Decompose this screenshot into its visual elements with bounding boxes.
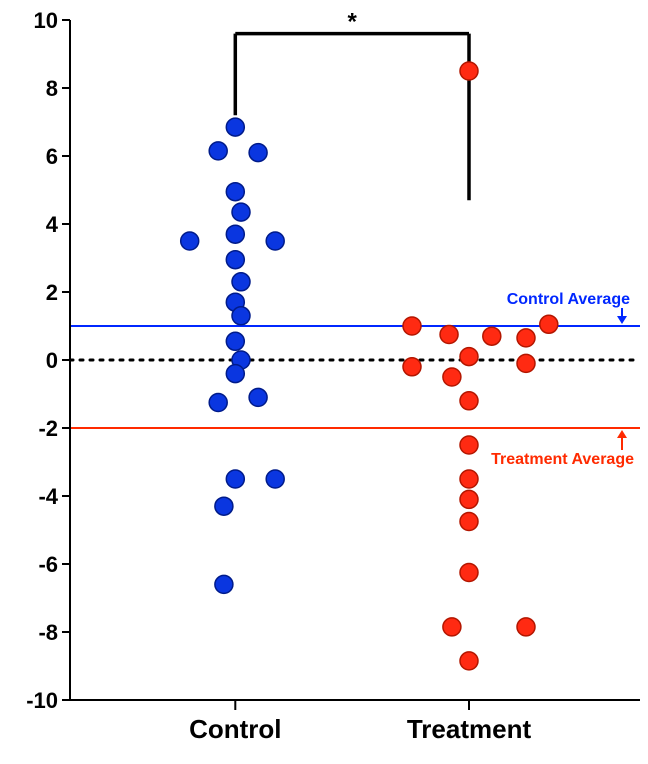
treatment-point [403,317,421,335]
control-point [232,307,250,325]
control-point [209,394,227,412]
treatment-point [460,652,478,670]
treatment-average-label: Treatment Average [491,451,634,468]
control-average-label: Control Average [507,291,630,308]
significance-star: * [347,9,357,36]
treatment-point [403,358,421,376]
y-tick-label: -6 [38,552,58,577]
treatment-point [460,392,478,410]
treatment-point [443,368,461,386]
treatment-point [540,315,558,333]
control-point [249,388,267,406]
control-point [215,497,233,515]
control-point [226,183,244,201]
y-tick-label: -8 [38,620,58,645]
treatment-point [517,354,535,372]
control-point [232,273,250,291]
control-point [226,225,244,243]
y-tick-label: 4 [46,212,59,237]
treatment-point [460,436,478,454]
control-point [249,144,267,162]
treatment-point [443,618,461,636]
category-label: Treatment [407,714,532,744]
control-point [226,470,244,488]
category-label: Control [189,714,281,744]
treatment-point [460,62,478,80]
treatment-point [460,470,478,488]
y-tick-label: -4 [38,484,58,509]
control-point [209,142,227,160]
control-point [226,251,244,269]
treatment-point [460,490,478,508]
y-tick-label: -10 [26,688,58,713]
y-tick-label: -2 [38,416,58,441]
treatment-point [460,348,478,366]
scatter-chart: -10 -8 -6 -4 -2 0 2 4 6 8 10 Control Treatment * Contr… [0,0,648,764]
control-point [266,470,284,488]
treatment-point [440,326,458,344]
control-point [215,575,233,593]
control-point [226,365,244,383]
treatment-point [517,329,535,347]
treatment-point [460,513,478,531]
control-point [232,203,250,221]
control-point [181,232,199,250]
y-tick-label: 2 [46,280,58,305]
treatment-point [460,564,478,582]
chart-svg: -10 -8 -6 -4 -2 0 2 4 6 8 10 Control Treatment * Contr… [0,0,648,764]
control-point [226,118,244,136]
y-tick-label: 6 [46,144,58,169]
treatment-point [517,618,535,636]
y-tick-label: 10 [34,8,58,33]
control-point [266,232,284,250]
control-point [226,332,244,350]
y-tick-label: 0 [46,348,58,373]
treatment-point [483,327,501,345]
y-tick-label: 8 [46,76,58,101]
